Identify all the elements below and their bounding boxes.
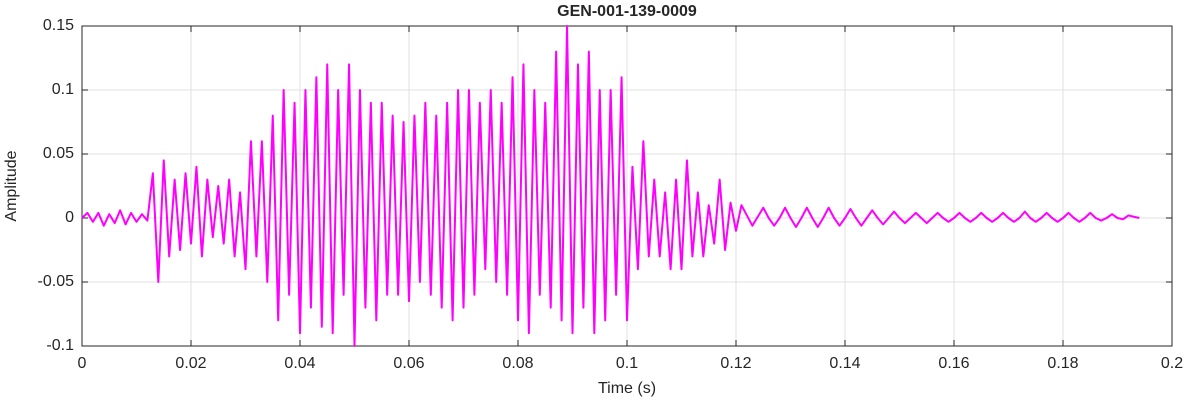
x-tick-label: 0.2 [1161, 355, 1183, 372]
x-tick-label: 0.08 [502, 355, 533, 372]
y-tick-label: -0.05 [38, 273, 75, 290]
y-tick-label: 0.15 [43, 17, 74, 34]
y-tick-label: 0 [65, 209, 74, 226]
x-tick-label: 0.06 [393, 355, 424, 372]
x-tick-label: 0.1 [616, 355, 638, 372]
x-tick-label: 0.12 [720, 355, 751, 372]
x-tick-label: 0.14 [829, 355, 860, 372]
x-tick-label: 0.02 [175, 355, 206, 372]
y-axis-label: Amplitude [3, 150, 20, 221]
x-axis-label: Time (s) [598, 380, 656, 397]
x-tick-label: 0.18 [1047, 355, 1078, 372]
x-tick-label: 0.16 [938, 355, 969, 372]
waveform-line [81, 25, 1140, 347]
y-tick-label: -0.1 [46, 337, 74, 354]
chart-title: GEN-001-139-0009 [557, 3, 697, 20]
y-tick-label: 0.1 [52, 81, 74, 98]
y-tick-label: 0.05 [43, 145, 74, 162]
x-tick-label: 0.04 [284, 355, 315, 372]
x-tick-label: 0 [78, 355, 87, 372]
